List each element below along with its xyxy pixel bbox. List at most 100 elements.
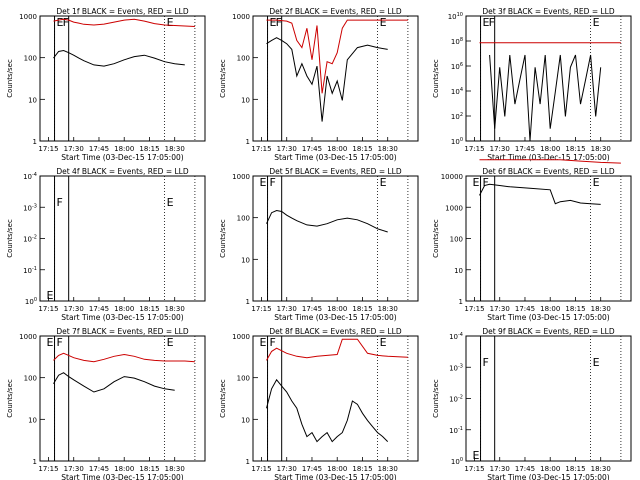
x-tick-label: 18:15 bbox=[139, 305, 159, 313]
y-tick-label: 1 bbox=[459, 298, 463, 306]
x-tick-label: 17:30 bbox=[277, 145, 297, 153]
y-axis-label: Counts/sec bbox=[219, 59, 227, 98]
x-axis-label: Start Time (03-Dec-15 17:05:00) bbox=[487, 153, 609, 162]
y-tick-label: 100 bbox=[451, 137, 463, 146]
x-tick-label: 17:30 bbox=[64, 465, 84, 473]
y-tick-label: 100 bbox=[237, 375, 250, 383]
plot-frame bbox=[465, 175, 632, 302]
x-tick-label: 17:30 bbox=[490, 465, 510, 473]
event-marker-e: E bbox=[46, 289, 53, 302]
event-marker-f: F bbox=[483, 356, 489, 369]
y-tick-label: 1 bbox=[246, 298, 250, 306]
x-tick-label: 17:45 bbox=[515, 145, 535, 153]
y-tick-label: 1 bbox=[33, 138, 37, 146]
x-axis-label: Start Time (03-Dec-15 17:05:00) bbox=[274, 313, 396, 322]
panel-title: Det 4f BLACK = Events, RED = LLD bbox=[56, 167, 189, 176]
x-tick-label: 17:15 bbox=[464, 145, 484, 153]
panel-title: Det 6f BLACK = Events, RED = LLD bbox=[482, 167, 615, 176]
y-tick-label: 108 bbox=[451, 37, 463, 46]
x-tick-label: 17:15 bbox=[251, 465, 271, 473]
x-axis-label: Start Time (03-Dec-15 17:05:00) bbox=[61, 473, 183, 480]
y-axis-label: Counts/sec bbox=[432, 379, 440, 418]
event-marker-f: F bbox=[270, 336, 276, 349]
y-tick-label: 100 bbox=[451, 457, 463, 466]
y-tick-label: 10-2 bbox=[449, 395, 463, 404]
y-tick-label: 106 bbox=[451, 62, 463, 71]
y-tick-label: 10-4 bbox=[23, 172, 37, 181]
y-tick-label: 1000 bbox=[19, 333, 37, 341]
y-tick-label: 10 bbox=[241, 256, 250, 264]
x-tick-label: 17:45 bbox=[302, 305, 322, 313]
y-tick-label: 100 bbox=[237, 55, 250, 63]
y-tick-label: 10-3 bbox=[23, 203, 37, 212]
detector-panel-2: Det 2f BLACK = Events, RED = LLD 17:15 17:… bbox=[219, 7, 419, 162]
x-tick-label: 17:45 bbox=[515, 305, 535, 313]
detector-panel-6: Det 6f BLACK = Events, RED = LLD 17:15 17:… bbox=[432, 159, 632, 322]
x-axis-label: Start Time (03-Dec-15 17:05:00) bbox=[61, 153, 183, 162]
plot-frame bbox=[465, 15, 632, 142]
plot-frame bbox=[39, 335, 206, 462]
event-marker-f: F bbox=[57, 196, 63, 209]
event-marker-e: E bbox=[46, 336, 53, 349]
events-series-line bbox=[489, 54, 602, 142]
event-marker-e: E bbox=[593, 356, 600, 369]
y-tick-label: 10-1 bbox=[23, 266, 37, 275]
lld-series-line bbox=[53, 18, 195, 27]
y-tick-label: 10-1 bbox=[449, 426, 463, 435]
panel-title: Det 5f BLACK = Events, RED = LLD bbox=[269, 167, 402, 176]
lld-series-line bbox=[266, 338, 408, 361]
x-tick-label: 18:15 bbox=[352, 305, 372, 313]
panel-title: Det 1f BLACK = Events, RED = LLD bbox=[56, 7, 189, 16]
events-series-line bbox=[266, 209, 388, 233]
x-tick-label: 18:30 bbox=[591, 145, 611, 153]
event-marker-e: E bbox=[483, 16, 490, 29]
x-tick-label: 17:30 bbox=[64, 145, 84, 153]
detector-panel-9: Det 9f BLACK = Events, RED = LLD 17:15 17:… bbox=[432, 327, 632, 480]
x-tick-label: 17:30 bbox=[277, 465, 297, 473]
x-axis-label: Start Time (03-Dec-15 17:05:00) bbox=[61, 313, 183, 322]
event-marker-f: F bbox=[270, 176, 276, 189]
event-marker-f: F bbox=[483, 176, 489, 189]
events-series-line bbox=[53, 372, 175, 393]
plot-frame bbox=[252, 335, 419, 462]
x-tick-label: 18:00 bbox=[540, 465, 560, 473]
event-marker-e: E bbox=[380, 16, 387, 29]
y-tick-label: 10 bbox=[28, 96, 37, 104]
x-tick-label: 18:30 bbox=[591, 465, 611, 473]
y-tick-label: 100 bbox=[24, 375, 37, 383]
x-tick-label: 17:30 bbox=[490, 145, 510, 153]
y-tick-label: 1000 bbox=[232, 13, 250, 21]
y-tick-label: 10-3 bbox=[449, 363, 463, 372]
plot-frame bbox=[39, 175, 206, 302]
y-axis-label: Counts/sec bbox=[432, 219, 440, 258]
x-tick-label: 18:30 bbox=[378, 305, 398, 313]
x-tick-label: 18:30 bbox=[165, 465, 185, 473]
x-tick-label: 18:30 bbox=[165, 145, 185, 153]
lld-series-line bbox=[266, 19, 408, 94]
plot-frame bbox=[252, 15, 419, 142]
y-tick-label: 1010 bbox=[448, 12, 463, 21]
y-axis-label: Counts/sec bbox=[6, 219, 14, 258]
y-tick-label: 10 bbox=[28, 416, 37, 424]
x-axis-label: Start Time (03-Dec-15 17:05:00) bbox=[487, 473, 609, 480]
x-tick-label: 18:30 bbox=[591, 305, 611, 313]
detector-panel-8: Det 8f BLACK = Events, RED = LLD 17:15 17:… bbox=[219, 327, 419, 480]
x-tick-label: 17:30 bbox=[490, 305, 510, 313]
plot-frame bbox=[465, 335, 632, 462]
panel-title: Det 3f BLACK = Events, RED = LLD bbox=[482, 7, 615, 16]
detector-panel-4: Det 4f BLACK = Events, RED = LLD 17:15 17:… bbox=[6, 167, 206, 322]
event-marker-e: E bbox=[593, 176, 600, 189]
y-tick-label: 104 bbox=[451, 87, 463, 96]
x-tick-label: 18:15 bbox=[139, 465, 159, 473]
plot-frame bbox=[39, 15, 206, 142]
y-axis-label: Counts/sec bbox=[6, 59, 14, 98]
y-tick-label: 102 bbox=[451, 112, 463, 121]
x-axis-label: Start Time (03-Dec-15 17:05:00) bbox=[274, 473, 396, 480]
x-tick-label: 17:45 bbox=[302, 145, 322, 153]
detector-panel-5: Det 5f BLACK = Events, RED = LLD 17:15 17:… bbox=[219, 167, 419, 322]
x-tick-label: 18:30 bbox=[165, 305, 185, 313]
y-axis-label: Counts/sec bbox=[219, 219, 227, 258]
y-tick-label: 1 bbox=[33, 458, 37, 466]
x-tick-label: 17:15 bbox=[464, 305, 484, 313]
event-marker-e: E bbox=[259, 336, 266, 349]
